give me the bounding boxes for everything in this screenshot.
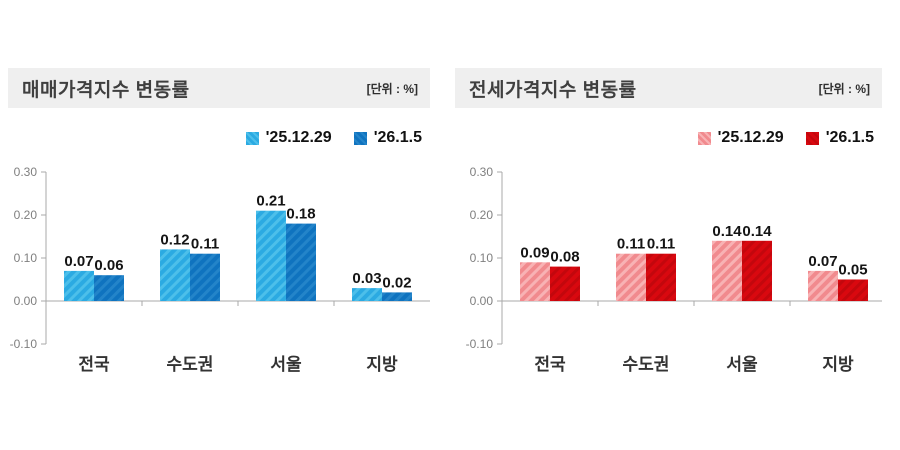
bar-수도권-curr (646, 253, 676, 301)
value-label: 0.07 (64, 253, 93, 270)
value-label: 0.12 (160, 231, 189, 248)
legend-item: '25.12.29 (697, 129, 784, 147)
legend: '25.12.29 '26.1.5 (455, 126, 882, 150)
bar-전국-curr (550, 266, 580, 301)
category-label: 수도권 (167, 355, 214, 374)
bar-수도권-prev (160, 249, 190, 301)
bar-지방-prev (808, 270, 838, 301)
legend-swatch (697, 131, 711, 145)
value-label: 0.05 (838, 262, 867, 279)
value-label: 0.03 (352, 270, 381, 287)
y-axis: 0.30 0.20 0.10 0.00 -0.10 (10, 165, 47, 351)
bar-수도권-prev (616, 253, 646, 301)
y-tick-label: 0.30 (470, 165, 494, 179)
jeonse-price-index-panel: 전세가격지수 변동률 [단위 : %] '25.12.29 '26.1.5 0.3… (455, 68, 886, 397)
y-tick-label: 0.20 (470, 208, 494, 222)
bar-서울-curr (286, 223, 316, 301)
bar-chart-svg: 0.30 0.20 0.10 0.00 -0.10 0.09 0.08 전국 0.11 0.11 수… (466, 165, 886, 374)
bar-지방-curr (382, 292, 412, 301)
chart-title: 매매가격지수 변동률 (22, 79, 190, 101)
y-tick-label: -0.10 (10, 337, 38, 351)
category-label: 전국 (78, 355, 110, 374)
value-label: 0.11 (191, 236, 219, 253)
category-label: 수도권 (623, 355, 670, 374)
value-label: 0.11 (617, 236, 645, 253)
value-label: 0.14 (742, 223, 772, 240)
value-label: 0.18 (286, 206, 315, 223)
y-tick-label: 0.00 (14, 294, 38, 308)
bar-chart-svg: 0.30 0.20 0.10 0.00 -0.10 0.07 0.06 전국 0.12 0.11 수… (10, 165, 430, 374)
category-label: 서울 (270, 355, 302, 374)
y-axis: 0.30 0.20 0.10 0.00 -0.10 (466, 165, 503, 351)
chart-title: 전세가격지수 변동률 (469, 79, 637, 101)
y-tick-label: 0.00 (470, 294, 494, 308)
bar-전국-prev (64, 270, 94, 301)
bar-지방-curr (838, 279, 868, 301)
legend: '25.12.29 '26.1.5 (8, 126, 430, 150)
bar-chart: 0.30 0.20 0.10 0.00 -0.10 0.09 0.08 전국 0.11 0.11 수… (455, 152, 886, 397)
unit-label: [단위 : %] (366, 81, 418, 96)
value-label: 0.06 (94, 257, 123, 274)
legend-item: '26.1.5 (805, 129, 874, 147)
value-label: 0.21 (256, 193, 285, 210)
x-axis (502, 300, 886, 306)
bar-서울-curr (742, 240, 772, 301)
legend-label: '25.12.29 (717, 129, 784, 146)
y-tick-label: 0.10 (14, 251, 38, 265)
bar-지방-prev (352, 288, 382, 301)
value-label: 0.09 (520, 244, 549, 261)
bar-서울-prev (712, 240, 742, 301)
legend-swatch (353, 131, 367, 145)
bar-전국-curr (94, 275, 124, 301)
legend-label: '25.12.29 (265, 129, 332, 146)
category-label: 지방 (822, 355, 854, 374)
sale-price-index-panel: 매매가격지수 변동률 [단위 : %] '25.12.29 '26.1.5 0.3… (8, 68, 430, 397)
category-label: 전국 (534, 355, 566, 374)
bar-전국-prev (520, 262, 550, 301)
value-label: 0.11 (647, 236, 675, 253)
y-tick-label: -0.10 (466, 337, 494, 351)
legend-item: '25.12.29 (245, 129, 332, 147)
legend-swatch (245, 131, 259, 145)
y-tick-label: 0.30 (14, 165, 38, 179)
bar-서울-prev (256, 210, 286, 301)
y-tick-label: 0.10 (470, 251, 494, 265)
category-label: 지방 (366, 355, 398, 374)
legend-item: '26.1.5 (353, 129, 422, 147)
value-label: 0.14 (712, 223, 742, 240)
value-label: 0.08 (550, 249, 579, 266)
bar-chart: 0.30 0.20 0.10 0.00 -0.10 0.07 0.06 전국 0.12 0.11 수… (8, 152, 430, 397)
legend-label: '26.1.5 (825, 129, 874, 146)
panel-header: 전세가격지수 변동률 [단위 : %] (455, 68, 882, 108)
y-tick-label: 0.20 (14, 208, 38, 222)
bar-수도권-curr (190, 253, 220, 301)
legend-label: '26.1.5 (373, 129, 422, 146)
value-label: 0.02 (382, 274, 411, 291)
value-label: 0.07 (808, 253, 837, 270)
panel-header: 매매가격지수 변동률 [단위 : %] (8, 68, 430, 108)
unit-label: [단위 : %] (818, 81, 870, 96)
legend-swatch (805, 131, 819, 145)
x-axis (46, 300, 430, 306)
category-label: 서울 (726, 355, 758, 374)
